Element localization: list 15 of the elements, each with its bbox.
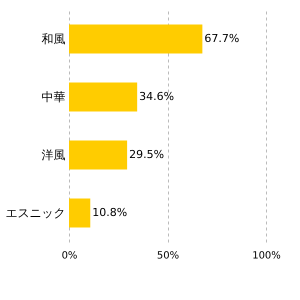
y-tick-label: 中華 <box>42 90 66 104</box>
x-tick-label: 100% <box>252 250 281 262</box>
bar <box>69 140 128 170</box>
x-tick-label: 0% <box>62 250 78 262</box>
y-tick-label: 和風 <box>42 32 66 46</box>
bar <box>69 198 90 228</box>
data-label: 29.5% <box>129 148 164 161</box>
data-label: 34.6% <box>139 90 174 103</box>
data-label: 67.7% <box>204 32 240 45</box>
data-label: 10.8% <box>92 206 128 219</box>
bar <box>69 82 138 112</box>
x-tick-label: 50% <box>156 250 180 262</box>
y-tick-label: 洋風 <box>42 148 66 162</box>
y-tick-label: エスニック <box>6 206 66 220</box>
bar <box>69 24 202 54</box>
